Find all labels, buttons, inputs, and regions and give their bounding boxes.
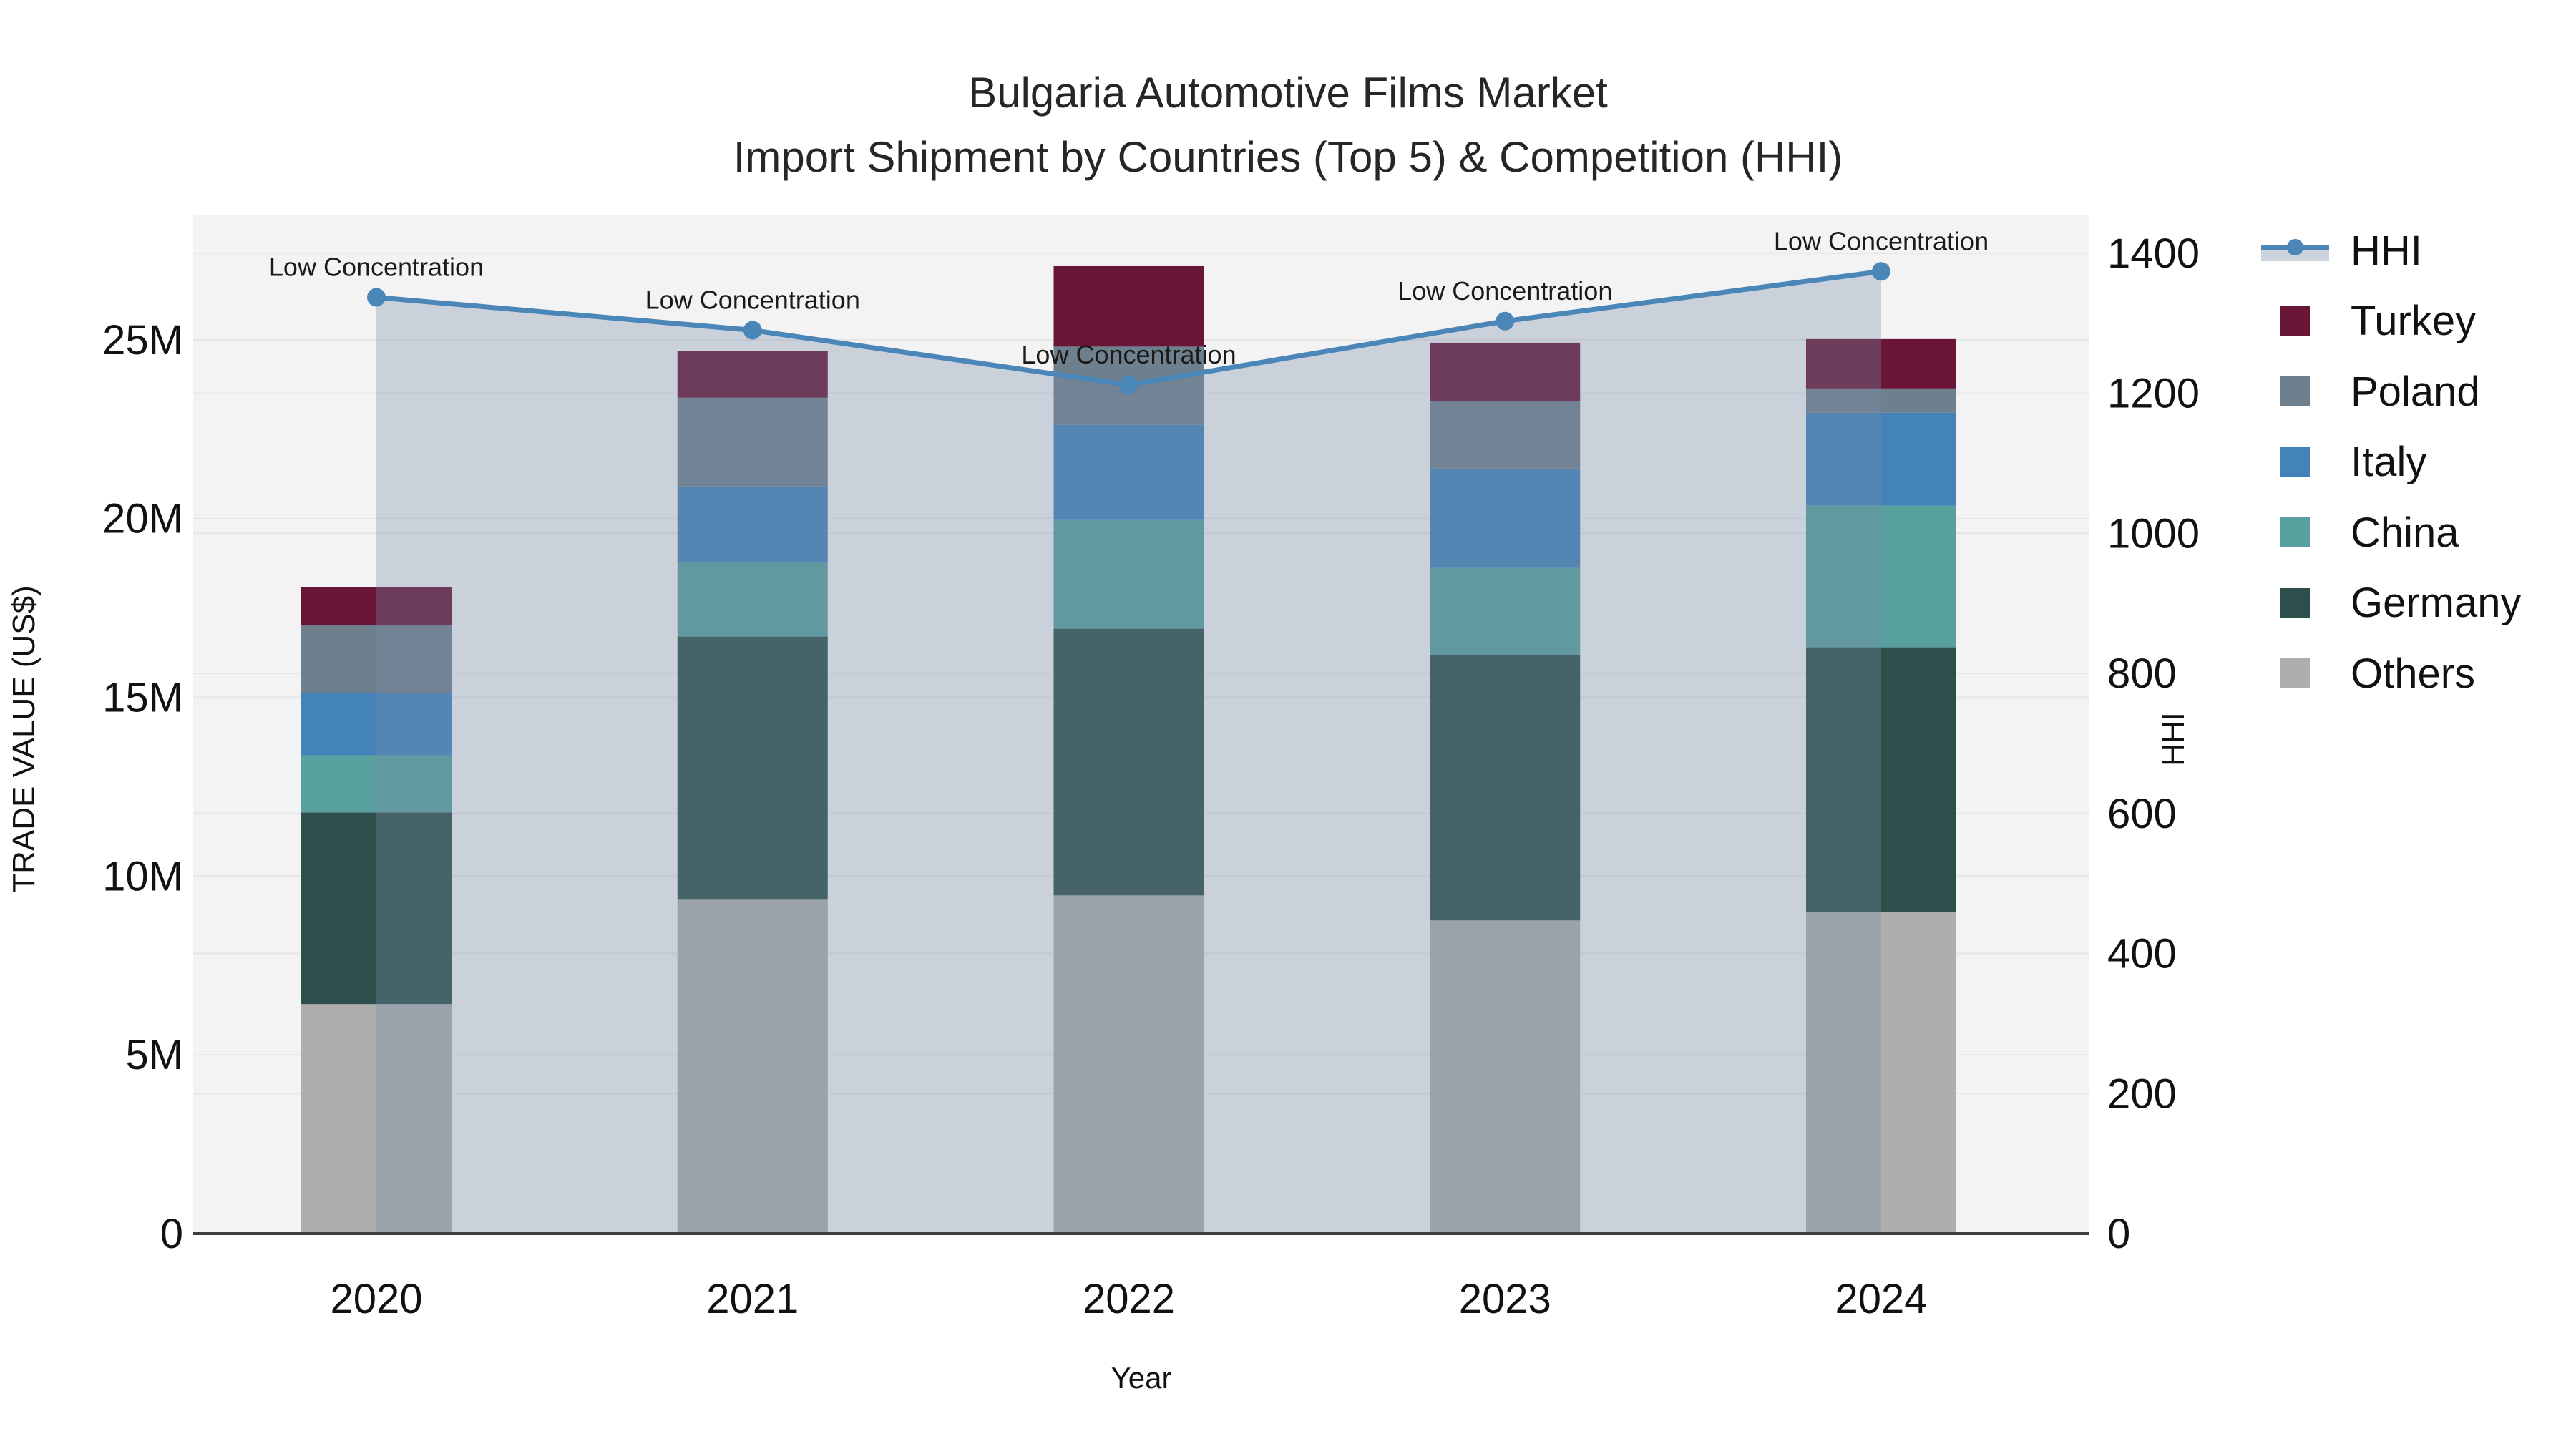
bar-segment-others-2024: [1806, 912, 1956, 1234]
bar-segment-germany-2022: [1053, 628, 1204, 896]
annotation-low-concentration-2022: Low Concentration: [1021, 340, 1236, 369]
legend-swatch-icon: [2261, 653, 2329, 694]
legend-label: Italy: [2351, 439, 2427, 485]
hhi-marker-2024: [1872, 262, 1890, 281]
y-left-axis-title: TRADE VALUE (US$): [6, 585, 42, 893]
annotation-low-concentration-2020: Low Concentration: [269, 252, 484, 281]
y-right-tick-label-3: 600: [2107, 791, 2177, 837]
y-left-tick-label-2: 10M: [102, 853, 183, 899]
bar-segment-poland-2021: [677, 397, 828, 487]
bar-segment-china-2024: [1806, 505, 1956, 648]
y-right-tick-label-4: 800: [2107, 650, 2177, 697]
x-tick-label-2023: 2023: [1459, 1276, 1551, 1322]
legend-swatch-icon: [2261, 582, 2329, 624]
x-axis-title: Year: [1111, 1361, 1172, 1395]
annotation-low-concentration-2024: Low Concentration: [1774, 226, 1989, 255]
x-tick-label-2021: 2021: [706, 1276, 799, 1322]
bar-segment-germany-2024: [1806, 647, 1956, 912]
legend-label: China: [2351, 509, 2459, 556]
bar-segment-poland-2020: [301, 625, 452, 693]
legend-item-china: China: [2261, 509, 2459, 556]
hhi-marker-2021: [743, 321, 762, 340]
legend-item-hhi: HHI: [2261, 228, 2422, 274]
hhi-area-fill: [376, 271, 1881, 1234]
bar-segment-turkey-2022: [1053, 265, 1204, 347]
bar-segment-poland-2023: [1430, 401, 1581, 469]
legend-swatch-icon: [2261, 371, 2329, 412]
bar-segment-italy-2020: [301, 693, 452, 756]
bar-segment-germany-2021: [677, 636, 828, 900]
legend-item-turkey: Turkey: [2261, 298, 2476, 344]
bar-segment-china-2020: [301, 755, 452, 813]
bar-segment-turkey-2023: [1430, 342, 1581, 401]
bar-segment-poland-2024: [1806, 388, 1956, 413]
annotation-low-concentration-2021: Low Concentration: [645, 285, 860, 314]
bar-segment-china-2021: [677, 562, 828, 637]
bar-segment-others-2020: [301, 1004, 452, 1234]
y-left-tick-label-5: 25M: [102, 317, 183, 364]
legend-label: Germany: [2351, 580, 2522, 626]
x-tick-label-2024: 2024: [1835, 1276, 1927, 1322]
y-right-tick-label-5: 1000: [2107, 510, 2200, 557]
chart-title-line1: Bulgaria Automotive Films Market: [968, 69, 1608, 117]
bar-segment-china-2022: [1053, 519, 1204, 629]
legend-item-italy: Italy: [2261, 439, 2427, 485]
bar-segment-italy-2024: [1806, 412, 1956, 506]
annotation-low-concentration-2023: Low Concentration: [1397, 276, 1612, 306]
chart-title-line2: Import Shipment by Countries (Top 5) & C…: [733, 133, 1843, 181]
x-tick-label-2022: 2022: [1083, 1276, 1175, 1322]
legend-item-poland: Poland: [2261, 369, 2480, 415]
hhi-marker-2022: [1119, 375, 1138, 394]
hhi-marker-2023: [1496, 311, 1515, 331]
bar-segment-others-2022: [1053, 895, 1204, 1234]
y-right-tick-label-1: 200: [2107, 1070, 2177, 1117]
bar-segment-turkey-2021: [677, 351, 828, 398]
bar-segment-germany-2023: [1430, 655, 1581, 921]
y-right-tick-label-2: 400: [2107, 931, 2177, 977]
bar-segment-germany-2020: [301, 812, 452, 1005]
bar-segment-italy-2022: [1053, 424, 1204, 520]
bar-segment-others-2023: [1430, 920, 1581, 1234]
y-right-tick-label-6: 1200: [2107, 371, 2200, 417]
legend-label: HHI: [2351, 227, 2422, 274]
legend-swatch-icon: [2261, 301, 2329, 342]
y-right-tick-label-7: 1400: [2107, 230, 2200, 277]
legend-label: Poland: [2351, 368, 2480, 415]
y-left-tick-label-3: 15M: [102, 675, 183, 721]
legend-swatch-icon: [2261, 441, 2329, 483]
bar-segment-china-2023: [1430, 567, 1581, 655]
legend-item-germany: Germany: [2261, 580, 2522, 626]
y-left-tick-label-4: 20M: [102, 496, 183, 542]
legend-swatch-icon: [2261, 512, 2329, 553]
hhi-marker-2020: [367, 288, 386, 307]
bar-segment-italy-2021: [677, 486, 828, 562]
bar-segment-italy-2023: [1430, 468, 1581, 568]
bar-segment-others-2021: [677, 899, 828, 1234]
bar-segment-turkey-2024: [1806, 338, 1956, 389]
legend-item-others: Others: [2261, 650, 2475, 697]
bar-segment-turkey-2020: [301, 587, 452, 625]
legend-line-sample-icon: [2261, 230, 2329, 271]
y-left-tick-label-0: 0: [160, 1211, 183, 1257]
y-right-axis-title: HHI: [2156, 712, 2191, 766]
legend-label: Turkey: [2351, 298, 2477, 344]
legend-label: Others: [2351, 650, 2476, 697]
x-tick-label-2020: 2020: [330, 1276, 422, 1322]
y-left-tick-label-1: 5M: [125, 1032, 183, 1078]
y-right-tick-label-0: 0: [2107, 1211, 2130, 1257]
